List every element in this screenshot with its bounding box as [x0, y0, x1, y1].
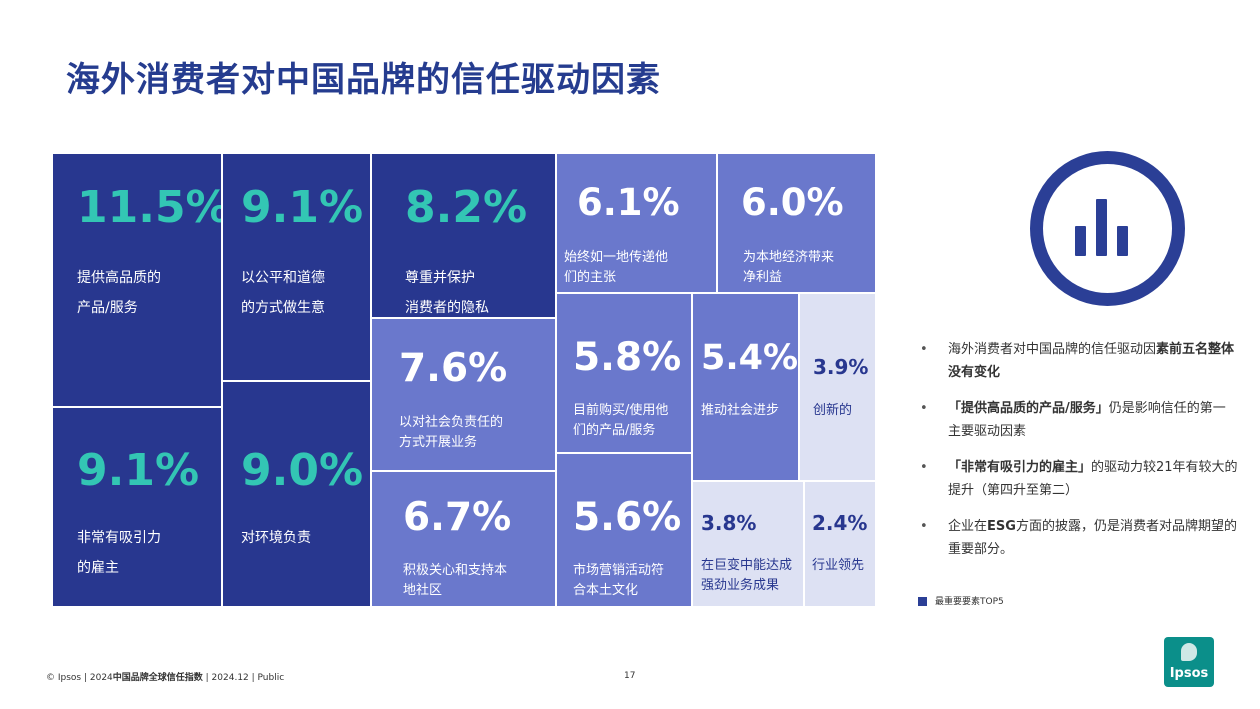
bullet-text: 仍是影响信任的第一主要驱动因素	[948, 401, 1226, 439]
treemap-cell-label: 在巨变中能达成 强劲业务成果	[701, 558, 793, 593]
treemap-cell-percentage: 3.9%	[813, 355, 869, 379]
treemap-cell-percentage: 5.4%	[701, 338, 799, 378]
treemap-cell-label: 非常有吸引力 的雇主	[77, 530, 161, 576]
bullet-emphasis: 「提供高品质的产品/服务」	[948, 401, 1109, 416]
page-title: 海外消费者对中国品牌的信任驱动因素	[66, 60, 661, 100]
bullet-item: • 企业在ESG方面的披露，仍是消费者对品牌期望的重要部分。	[918, 515, 1238, 561]
treemap-cell-label: 目前购买/使用他 们的产品/服务	[573, 403, 669, 438]
treemap-cell: 5.6% 市场营销活动符 合本土文化	[556, 453, 692, 607]
bullet-text: 的驱动力较21年有较大的提升（第四升至第二）	[948, 460, 1238, 498]
bullet-emphasis: 素前五名整体没有变化	[948, 342, 1235, 380]
treemap-cell-percentage: 9.0%	[241, 445, 364, 496]
key-findings-list: • 海外消费者对中国品牌的信任驱动因素前五名整体没有变化 • 「提供高品质的产品/服务…	[918, 338, 1238, 574]
treemap-cell: 11.5% 提供高品质的 产品/服务	[52, 153, 222, 407]
treemap-cell: 6.7% 积极关心和支持本 地社区	[371, 471, 556, 607]
bullet-dot-icon: •	[920, 519, 928, 534]
treemap-cell-label: 推动社会进步	[701, 403, 780, 418]
bullet-item: • 「提供高品质的产品/服务」仍是影响信任的第一主要驱动因素	[918, 397, 1238, 443]
ipsos-logo: Ipsos	[1164, 637, 1214, 687]
treemap-cell: 6.1% 始终如一地传递他 们的主张	[556, 153, 717, 293]
treemap-cell-label: 为本地经济带来 净利益	[743, 250, 835, 285]
treemap-cell: 6.0% 为本地经济带来 净利益	[717, 153, 876, 293]
bullet-text: 方面的披露，仍是消费者对品牌期望的重要部分。	[948, 519, 1237, 557]
bullet-emphasis: 「非常有吸引力的雇主」	[948, 460, 1092, 475]
treemap-cell-percentage: 7.6%	[399, 346, 508, 391]
treemap-cell-percentage: 5.6%	[573, 495, 682, 540]
treemap-cell-label: 行业领先	[812, 558, 865, 573]
legend-swatch	[918, 597, 927, 606]
legend: 最重要要素TOP5	[918, 594, 1004, 607]
page-number: 17	[624, 671, 636, 681]
ipsos-logo-text: Ipsos	[1169, 666, 1209, 681]
bar-chart-circle-icon	[1030, 151, 1185, 306]
treemap-cell: 8.2% 尊重并保护 消费者的隐私	[371, 153, 556, 318]
treemap-cell-label: 尊重并保护 消费者的隐私	[405, 270, 489, 316]
treemap-cell-label: 提供高品质的 产品/服务	[77, 270, 161, 316]
treemap-cell-label: 以公平和道德 的方式做生意	[241, 270, 325, 316]
footer: © Ipsos | 2024中国品牌全球信任指数 | 2024.12 | Pub…	[46, 670, 284, 683]
treemap-cell: 9.0% 对环境负责	[222, 381, 371, 607]
footer-copyright: © Ipsos | 2024	[46, 673, 113, 683]
treemap-cell: 7.6% 以对社会负责任的 方式开展业务	[371, 318, 556, 471]
treemap-cell-percentage: 9.1%	[77, 445, 200, 496]
treemap-cell-percentage: 2.4%	[812, 511, 868, 535]
treemap-cell-percentage: 9.1%	[241, 182, 364, 233]
treemap-cell: 3.8% 在巨变中能达成 强劲业务成果	[692, 481, 804, 607]
bullet-item: • 海外消费者对中国品牌的信任驱动因素前五名整体没有变化	[918, 338, 1238, 384]
treemap-cell-label: 积极关心和支持本 地社区	[403, 563, 508, 598]
treemap-cell: 5.4% 推动社会进步	[692, 293, 799, 481]
footer-report-name: 中国品牌全球信任指数	[112, 673, 203, 683]
treemap-cell: 9.1% 非常有吸引力 的雇主	[52, 407, 222, 607]
treemap-cell-percentage: 11.5%	[77, 182, 222, 233]
treemap-cell-label: 市场营销活动符 合本土文化	[573, 563, 665, 598]
bullet-emphasis: ESG	[987, 519, 1016, 534]
bullet-text: 海外消费者对中国品牌的信任驱动因	[948, 342, 1157, 357]
treemap-cell: 3.9% 创新的	[799, 293, 876, 481]
treemap-cell-percentage: 8.2%	[405, 182, 528, 233]
bullet-text: 企业在	[948, 519, 988, 534]
bullet-item: • 「非常有吸引力的雇主」的驱动力较21年有较大的提升（第四升至第二）	[918, 456, 1238, 502]
treemap-cell-percentage: 6.0%	[741, 181, 844, 224]
bullet-dot-icon: •	[920, 460, 928, 475]
treemap-cell-label: 对环境负责	[241, 530, 311, 546]
footer-meta: | 2024.12 | Public	[202, 673, 285, 683]
legend-label: 最重要要素TOP5	[935, 597, 1004, 607]
treemap-cell: 2.4% 行业领先	[804, 481, 876, 607]
treemap-cell-percentage: 3.8%	[701, 511, 757, 535]
treemap-cell-label: 以对社会负责任的 方式开展业务	[399, 415, 504, 450]
treemap-cell-label: 始终如一地传递他 们的主张	[564, 250, 669, 285]
treemap-cell: 9.1% 以公平和道德 的方式做生意	[222, 153, 371, 381]
ipsos-logo-mark	[1181, 643, 1197, 661]
bullet-dot-icon: •	[920, 401, 928, 416]
treemap-cell-label: 创新的	[813, 403, 853, 418]
treemap-cell-percentage: 6.1%	[577, 181, 680, 224]
bullet-dot-icon: •	[920, 342, 928, 357]
treemap-cell-percentage: 6.7%	[403, 495, 512, 540]
treemap-cell: 5.8% 目前购买/使用他 们的产品/服务	[556, 293, 692, 453]
treemap-cell-percentage: 5.8%	[573, 335, 682, 380]
